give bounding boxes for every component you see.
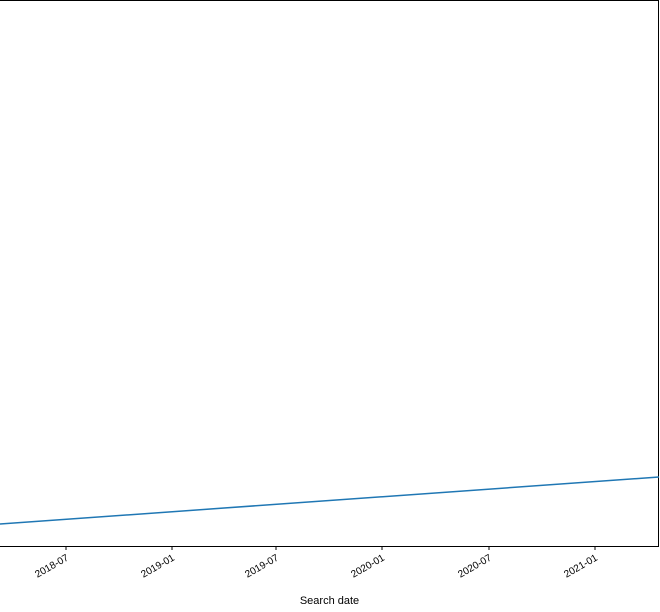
x-tick-label: 2020-07 [456,552,494,580]
x-tick-label: 2021-01 [562,552,600,580]
x-axis-label: Search date [300,595,359,607]
series-line1 [0,477,659,524]
line-chart: 2018-07 2019-01 2019-07 2020-01 2020-07 2021-… [0,0,660,612]
x-tick-label: 2019-07 [243,552,281,580]
x-tick-label: 2018-07 [33,552,71,580]
chart-svg: 2018-07 2019-01 2019-07 2020-01 2020-07 2021-… [0,0,660,612]
x-tick-label: 2019-01 [139,552,177,580]
x-tick-label: 2020-01 [349,552,387,580]
